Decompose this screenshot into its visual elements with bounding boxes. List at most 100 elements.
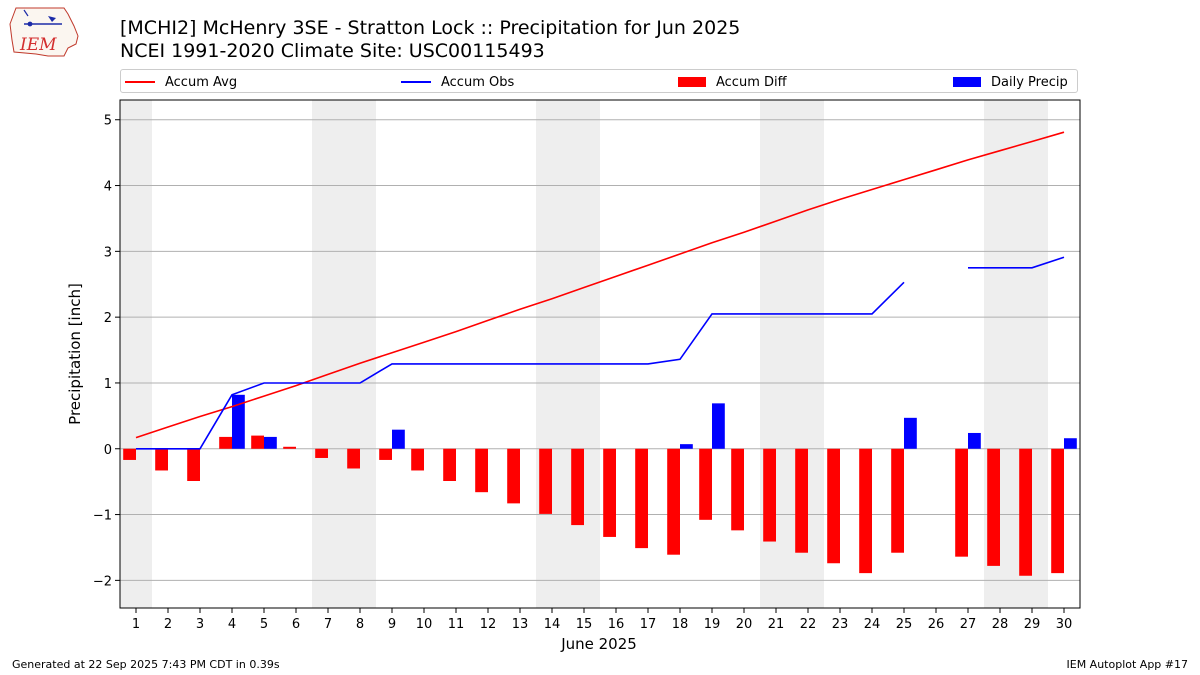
legend-swatch-accum-diff (678, 77, 706, 87)
accum-diff-bar (731, 448, 744, 531)
accum-diff-bar (1019, 448, 1032, 576)
x-tick-label: 15 (576, 617, 593, 632)
x-tick-label: 14 (544, 617, 561, 632)
accum-diff-bar (1051, 448, 1064, 574)
bar-series (123, 394, 1077, 576)
accum-diff-bar (187, 448, 200, 481)
x-axis-label: June 2025 (560, 635, 637, 653)
x-tick-label: 10 (416, 617, 433, 632)
legend-label-accum-obs: Accum Obs (441, 74, 515, 90)
x-tick-label: 17 (640, 617, 657, 632)
accum-diff-bar (475, 448, 488, 493)
legend-item-accum-diff: Accum Diff (678, 73, 787, 91)
x-tick-label: 5 (260, 617, 268, 632)
accum-diff-bar (635, 448, 648, 549)
accum-avg-line (135, 131, 1065, 439)
x-tick-label: 12 (480, 617, 497, 632)
x-tick-label: 19 (704, 617, 721, 632)
chart-subtitle: NCEI 1991-2020 Climate Site: USC00115493 (120, 40, 545, 62)
legend-label-accum-avg: Accum Avg (165, 74, 238, 90)
daily-precip-bar (904, 417, 917, 449)
legend-label-accum-diff: Accum Diff (716, 74, 787, 90)
accum-obs-line (136, 281, 905, 450)
x-tick-label: 29 (1024, 617, 1041, 632)
chart-legend: Accum Avg Accum Obs Accum Diff Daily Pre… (120, 69, 1078, 93)
accum-diff-bar (891, 448, 904, 553)
x-tick-label: 24 (864, 617, 881, 632)
daily-precip-bar (1064, 438, 1077, 449)
accum-diff-bar (763, 448, 776, 542)
x-tick-label: 9 (388, 617, 396, 632)
line-series (135, 131, 1065, 450)
daily-precip-bar (712, 403, 725, 449)
accum-diff-bar (539, 448, 552, 514)
daily-precip-bar (392, 429, 405, 449)
y-tick-label: 1 (104, 377, 112, 392)
x-tick-label: 28 (992, 617, 1009, 632)
accum-diff-bar (283, 446, 296, 449)
accum-diff-bar (379, 448, 392, 460)
accum-diff-bar (987, 448, 1000, 566)
daily-precip-bar (968, 432, 981, 449)
x-tick-label: 30 (1056, 617, 1073, 632)
weekend-band-3 (536, 100, 600, 608)
y-axis-label: Precipitation [inch] (66, 283, 84, 425)
x-tick-label: 2 (164, 617, 172, 632)
daily-precip-bar (232, 394, 245, 449)
accum-diff-bar (251, 435, 264, 449)
legend-label-daily-precip: Daily Precip (991, 74, 1068, 90)
daily-precip-bar (680, 444, 693, 449)
x-tick-label: 11 (448, 617, 465, 632)
x-tick-label: 8 (356, 617, 364, 632)
x-tick-label: 13 (512, 617, 529, 632)
x-tick-label: 3 (196, 617, 204, 632)
x-tick-label: 6 (292, 617, 300, 632)
x-tick-label: 1 (132, 617, 140, 632)
legend-item-accum-obs: Accum Obs (401, 73, 514, 91)
accum-diff-bar (955, 448, 968, 557)
weekend-shading (120, 100, 1048, 608)
x-tick-label: 25 (896, 617, 913, 632)
iem-logo: IEM (9, 7, 79, 57)
x-tick-label: 20 (736, 617, 753, 632)
x-tick-label: 18 (672, 617, 689, 632)
legend-swatch-accum-avg (125, 81, 155, 83)
y-tick-label: −1 (93, 509, 112, 524)
accum-diff-bar (571, 448, 584, 526)
x-tick-label: 7 (324, 617, 332, 632)
y-tick-label: 0 (104, 443, 112, 458)
accum-diff-bar (827, 448, 840, 564)
legend-swatch-daily-precip (953, 77, 981, 87)
accum-diff-bar (667, 448, 680, 555)
x-tick-label: 26 (928, 617, 945, 632)
y-tick-label: 3 (104, 245, 112, 260)
x-tick-label: 27 (960, 617, 977, 632)
logo-text: IEM (19, 35, 57, 55)
chart-title: [MCHI2] McHenry 3SE - Stratton Lock :: P… (120, 17, 741, 39)
accum-obs-line (968, 256, 1065, 269)
legend-item-daily-precip: Daily Precip (953, 73, 1068, 91)
x-tick-label: 4 (228, 617, 236, 632)
plot-frame (119, 99, 1081, 609)
y-tick-label: 5 (104, 114, 112, 129)
accum-diff-bar (443, 448, 456, 481)
accum-diff-bar (347, 448, 360, 469)
accum-diff-bar (795, 448, 808, 553)
accum-diff-bar (603, 448, 616, 537)
y-tick-label: −2 (93, 574, 112, 589)
y-tick-label: 4 (104, 180, 112, 195)
weekend-band-2 (312, 100, 376, 608)
accum-diff-bar (507, 448, 520, 504)
accum-diff-bar (411, 448, 424, 471)
x-tick-label: 23 (832, 617, 849, 632)
accum-diff-bar (219, 436, 232, 449)
legend-swatch-accum-obs (401, 81, 431, 83)
x-tick-label: 16 (608, 617, 625, 632)
accum-diff-bar (155, 448, 168, 471)
accum-diff-bar (123, 448, 136, 460)
legend-item-accum-avg: Accum Avg (125, 73, 237, 91)
weekend-band-1 (120, 100, 152, 608)
accum-diff-bar (699, 448, 712, 520)
footer-app: IEM Autoplot App #17 (1066, 658, 1189, 671)
